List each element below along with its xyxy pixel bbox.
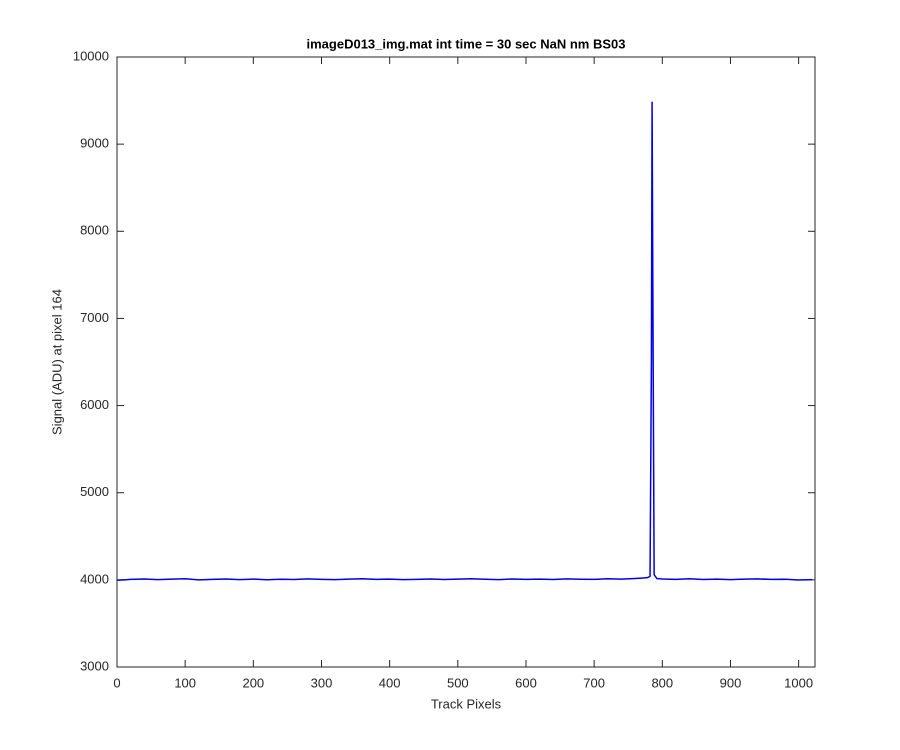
x-tick-label: 100 <box>174 675 196 690</box>
x-axis-label: Track Pixels <box>431 696 502 711</box>
x-tick-label: 200 <box>242 675 264 690</box>
y-tick-label: 7000 <box>80 310 109 325</box>
y-tick-label: 4000 <box>80 571 109 586</box>
y-tick-label: 8000 <box>80 223 109 238</box>
x-tick-label: 700 <box>583 675 605 690</box>
x-tick-label: 600 <box>515 675 537 690</box>
chart-title: imageD013_img.mat int time = 30 sec NaN … <box>307 36 626 51</box>
y-axis-label: Signal (ADU) at pixel 164 <box>49 289 64 435</box>
x-tick-label: 0 <box>113 675 120 690</box>
y-tick-label: 5000 <box>80 484 109 499</box>
x-tick-label: 500 <box>447 675 469 690</box>
axes-box <box>116 56 816 668</box>
x-tick-label: 900 <box>720 675 742 690</box>
x-tick-label: 800 <box>651 675 673 690</box>
y-tick-label: 9000 <box>80 136 109 151</box>
y-tick-label: 6000 <box>80 397 109 412</box>
y-tick-label: 10000 <box>73 48 109 63</box>
x-tick-label: 400 <box>379 675 401 690</box>
data-line <box>116 101 813 582</box>
x-tick-label: 1000 <box>784 675 813 690</box>
x-tick-label: 300 <box>311 675 333 690</box>
y-tick-label: 3000 <box>80 658 109 673</box>
